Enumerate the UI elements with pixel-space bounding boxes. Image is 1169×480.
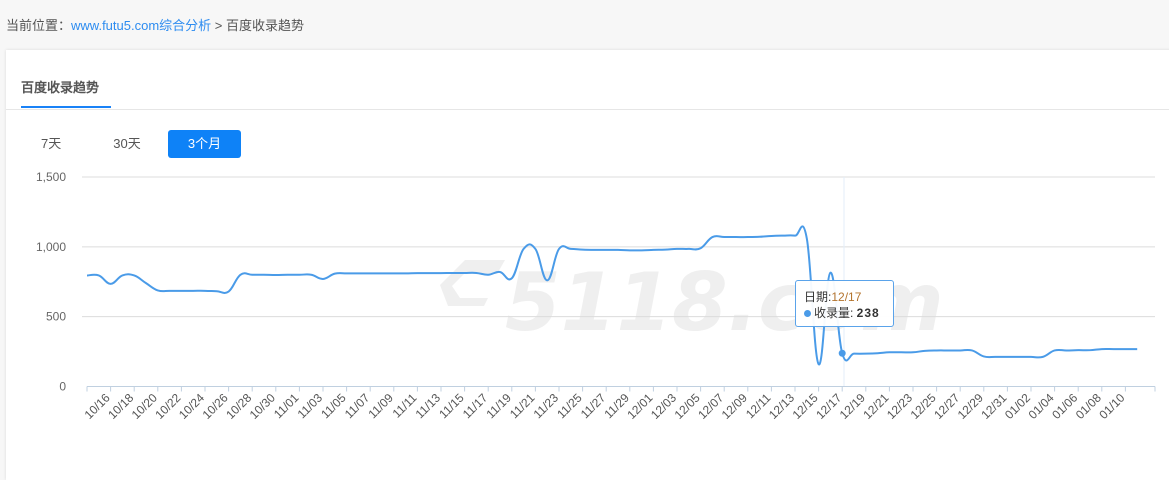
highlighted-data-point [838,349,846,357]
x-tick-label: 12/29 [955,390,986,421]
x-tick-label: 01/04 [1026,390,1057,421]
y-tick-label: 0 [59,380,66,394]
x-tick-label: 01/06 [1049,390,1080,421]
x-tick-label: 11/21 [507,390,538,421]
tooltip-value: 238 [856,306,880,320]
y-tick-label: 1,000 [36,240,66,254]
x-tick-label: 12/09 [719,390,750,421]
x-tick-label: 01/10 [1096,390,1127,421]
x-tick-label: 11/07 [342,390,373,421]
x-tick-label: 12/05 [672,390,703,421]
breadcrumb-link[interactable]: www.futu5.com综合分析 [71,18,212,33]
tooltip-date: 12/17 [831,290,862,304]
x-tick-label: 10/26 [200,390,231,421]
x-tick-label: 10/30 [247,390,278,421]
y-tick-label: 500 [46,310,66,324]
watermark-logo-icon [440,260,505,306]
x-tick-label: 11/09 [365,390,396,421]
tooltip: 日期:12/17 收录量: 238 [795,280,894,327]
x-tick-label: 10/24 [176,390,207,421]
series-line-index-count [86,225,1138,366]
x-tick-label: 11/23 [531,390,562,421]
x-tick-label: 11/05 [318,390,349,421]
x-tick-label: 12/31 [978,390,1009,421]
x-tick-label: 11/25 [554,390,585,421]
x-tick-label: 11/15 [436,390,467,421]
tooltip-date-label: 日期: [804,290,832,304]
x-tick-label: 11/29 [601,390,632,421]
line-chart[interactable]: 5118.com 05001,0001,50010/1610/1810/2010… [0,0,1169,466]
x-tick-label: 12/21 [860,390,891,421]
x-tick-label: 12/13 [766,390,797,421]
x-tick-label: 01/08 [1073,390,1104,421]
x-tick-label: 11/11 [390,390,420,420]
breadcrumb-current: 百度收录趋势 [226,18,305,33]
range-3-months-button[interactable]: 3个月 [168,130,241,158]
breadcrumb-separator: > [211,18,226,33]
x-tick-label: 12/07 [695,390,726,421]
x-tick-label: 11/17 [460,390,491,421]
x-tick-label: 11/13 [413,390,444,421]
breadcrumb: 当前位置：www.futu5.com综合分析 > 百度收录趋势 [6,15,304,34]
range-7-days-button[interactable]: 7天 [41,136,62,151]
x-tick-label: 11/01 [271,390,302,421]
x-tick-label: 11/19 [483,390,514,421]
x-tick-label: 10/22 [152,390,183,421]
x-tick-label: 12/17 [813,390,844,421]
y-tick-label: 1,500 [36,170,66,184]
x-tick-label: 12/19 [837,390,868,421]
x-tick-label: 11/03 [295,390,326,421]
x-tick-label: 01/02 [1002,390,1033,421]
x-tick-label: 11/27 [578,390,609,421]
x-tick-label: 10/18 [105,390,136,421]
x-tick-label: 12/11 [743,390,774,421]
tooltip-series-label: 收录量: [814,306,857,320]
x-tick-label: 12/01 [624,390,655,421]
x-tick-label: 12/15 [790,390,821,421]
breadcrumb-prefix: 当前位置： [6,18,72,33]
x-tick-label: 12/25 [908,390,939,421]
x-tick-label: 10/20 [129,390,160,421]
x-tick-label: 12/23 [884,390,915,421]
range-30-days-button[interactable]: 30天 [113,136,141,151]
x-tick-label: 12/03 [648,390,679,421]
x-tick-label: 10/16 [82,390,113,421]
series-dot-icon [804,310,811,317]
tab-baidu-index-trend[interactable]: 百度收录趋势 [21,77,111,108]
x-tick-label: 10/28 [223,390,254,421]
chart-card: 百度收录趋势 7天 30天 3个月 [6,50,1169,480]
x-tick-label: 12/27 [931,390,962,421]
tab-bar: 百度收录趋势 [6,50,1169,110]
